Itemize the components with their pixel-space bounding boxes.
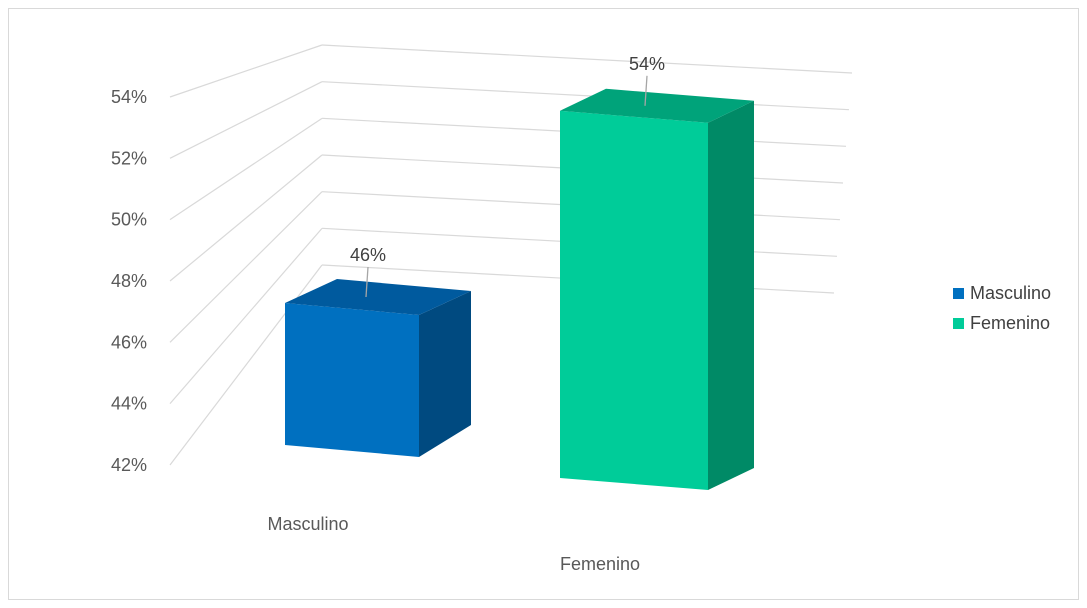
y-tick-label: 46% (111, 332, 147, 352)
gridline-left-1 (169, 227, 323, 405)
legend-label-femenino: Femenino (970, 312, 1051, 333)
legend-swatch-femenino (953, 317, 964, 329)
data-label-leader (365, 266, 369, 298)
x-category-label: Masculino (267, 514, 348, 534)
bars: 46% 54% (285, 54, 754, 491)
bar-top (560, 88, 754, 123)
legend-item-femenino: Femenino (953, 308, 1051, 338)
y-tick-label: 42% (111, 455, 147, 475)
gridline-left-4 (169, 117, 323, 221)
y-tick-label: 52% (111, 148, 147, 168)
gridline-left-2 (169, 191, 323, 343)
legend: Masculino Femenino (953, 278, 1051, 338)
gridline-back-6 (321, 44, 853, 74)
gridline-left-3 (169, 154, 323, 282)
legend-item-masculino: Masculino (953, 278, 1051, 308)
chart-area (8, 8, 1079, 600)
legend-swatch-masculino (953, 287, 964, 299)
bar-top (285, 279, 471, 315)
data-label-leader (644, 75, 648, 106)
y-tick-label: 44% (111, 394, 147, 414)
bar-side (708, 100, 754, 491)
y-tick-label: 54% (111, 87, 147, 107)
gridline-left-5 (169, 81, 323, 159)
gridline-back-5 (321, 81, 850, 111)
y-axis-ticks: 42% 44% 46% 48% 50% 52% 54% (111, 87, 147, 475)
bar-front (560, 110, 708, 491)
gridline-left-6 (169, 44, 323, 98)
bar-masculino: 46% (285, 245, 471, 457)
x-category-label: Femenino (560, 554, 640, 574)
y-tick-label: 48% (111, 271, 147, 291)
data-label: 46% (350, 245, 386, 265)
bar-side (419, 291, 471, 457)
bar-front (285, 303, 419, 457)
y-tick-label: 50% (111, 210, 147, 230)
x-axis-categories: Masculino Femenino (267, 514, 640, 574)
legend-label-masculino: Masculino (970, 282, 1052, 303)
data-label: 54% (629, 54, 665, 74)
bar-femenino: 54% (560, 54, 754, 491)
